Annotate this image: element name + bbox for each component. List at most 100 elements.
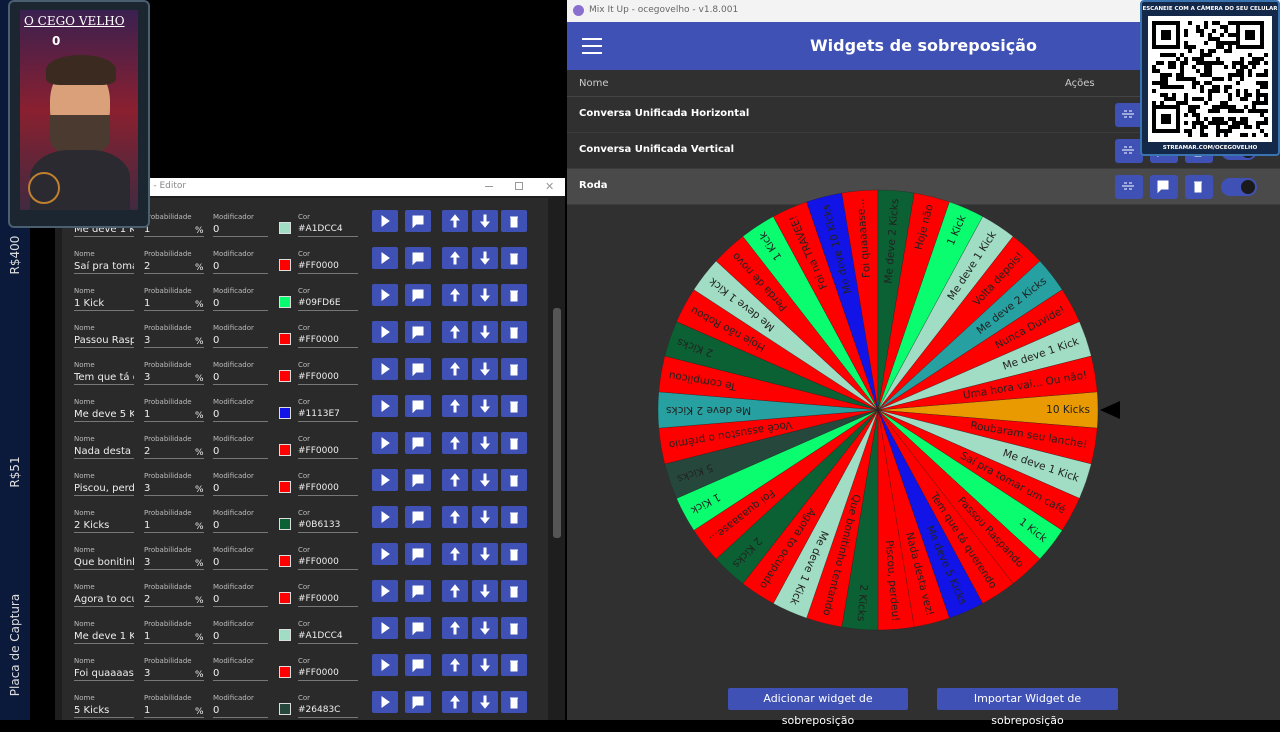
probability-input[interactable]: 2	[144, 446, 151, 457]
edit-button[interactable]	[405, 617, 431, 639]
move-down-button[interactable]	[472, 506, 498, 528]
move-down-button[interactable]	[472, 432, 498, 454]
modifier-input[interactable]: 0	[213, 261, 220, 272]
move-down-button[interactable]	[472, 395, 498, 417]
name-input[interactable]: 5 Kicks	[74, 705, 110, 716]
move-down-button[interactable]	[472, 543, 498, 565]
delete-button[interactable]	[501, 506, 527, 528]
move-down-button[interactable]	[472, 321, 498, 343]
color-input[interactable]: #FF0000	[298, 261, 339, 271]
color-input[interactable]: #1113E7	[298, 409, 340, 419]
name-input[interactable]: Foi quaaaase	[74, 668, 134, 679]
name-input[interactable]: Que bonitinh	[74, 557, 134, 568]
move-down-button[interactable]	[472, 617, 498, 639]
name-input[interactable]: Nada desta ve	[74, 446, 134, 457]
toggle[interactable]	[1221, 178, 1257, 196]
play-button[interactable]	[372, 395, 398, 417]
modifier-input[interactable]: 0	[213, 631, 220, 642]
play-button[interactable]	[372, 506, 398, 528]
move-up-button[interactable]	[442, 617, 468, 639]
delete-button[interactable]	[501, 284, 527, 306]
move-down-button[interactable]	[472, 469, 498, 491]
probability-input[interactable]: 1	[144, 298, 151, 309]
link-button[interactable]	[1115, 139, 1143, 163]
edit-button[interactable]	[405, 469, 431, 491]
color-input[interactable]: #09FD6E	[298, 298, 341, 308]
move-up-button[interactable]	[442, 580, 468, 602]
modifier-input[interactable]: 0	[213, 224, 220, 235]
move-down-button[interactable]	[472, 284, 498, 306]
play-button[interactable]	[372, 284, 398, 306]
scrollbar[interactable]	[553, 308, 561, 538]
edit-button[interactable]	[405, 358, 431, 380]
probability-input[interactable]: 3	[144, 372, 151, 383]
move-down-button[interactable]	[472, 691, 498, 713]
delete-button[interactable]	[501, 543, 527, 565]
play-button[interactable]	[372, 358, 398, 380]
delete-button[interactable]	[1185, 175, 1213, 199]
link-button[interactable]	[1115, 175, 1143, 199]
name-input[interactable]: Piscou, perde	[74, 483, 134, 494]
edit-button[interactable]	[405, 395, 431, 417]
delete-button[interactable]	[501, 691, 527, 713]
move-down-button[interactable]	[472, 580, 498, 602]
move-up-button[interactable]	[442, 284, 468, 306]
probability-input[interactable]: 3	[144, 483, 151, 494]
modifier-input[interactable]: 0	[213, 298, 220, 309]
edit-button[interactable]	[405, 654, 431, 676]
modifier-input[interactable]: 0	[213, 520, 220, 531]
probability-input[interactable]: 3	[144, 668, 151, 679]
modifier-input[interactable]: 0	[213, 372, 220, 383]
play-button[interactable]	[372, 247, 398, 269]
color-input[interactable]: #FF0000	[298, 335, 339, 345]
name-input[interactable]: Me deve 1 K	[74, 224, 134, 235]
move-up-button[interactable]	[442, 247, 468, 269]
probability-input[interactable]: 2	[144, 261, 151, 272]
edit-button[interactable]	[405, 210, 431, 232]
name-input[interactable]: Saí pra tomar	[74, 261, 134, 272]
move-up-button[interactable]	[442, 321, 468, 343]
color-input[interactable]: #FF0000	[298, 372, 339, 382]
delete-button[interactable]	[501, 210, 527, 232]
color-input[interactable]: #26483C	[298, 705, 341, 715]
move-up-button[interactable]	[442, 210, 468, 232]
edit-button[interactable]	[405, 432, 431, 454]
play-button[interactable]	[372, 321, 398, 343]
modifier-input[interactable]: 0	[213, 483, 220, 494]
color-input[interactable]: #FF0000	[298, 557, 339, 567]
delete-button[interactable]	[501, 654, 527, 676]
delete-button[interactable]	[501, 580, 527, 602]
probability-input[interactable]: 2	[144, 594, 151, 605]
play-button[interactable]	[372, 432, 398, 454]
edit-button[interactable]	[405, 284, 431, 306]
probability-input[interactable]: 1	[144, 520, 151, 531]
edit-button[interactable]	[1150, 175, 1178, 199]
play-button[interactable]	[372, 580, 398, 602]
name-input[interactable]: 2 Kicks	[74, 520, 110, 531]
probability-input[interactable]: 1	[144, 631, 151, 642]
modifier-input[interactable]: 0	[213, 335, 220, 346]
move-up-button[interactable]	[442, 543, 468, 565]
name-input[interactable]: Me deve 5 Kic	[74, 409, 134, 420]
play-button[interactable]	[372, 617, 398, 639]
move-down-button[interactable]	[472, 210, 498, 232]
move-up-button[interactable]	[442, 432, 468, 454]
name-input[interactable]: Tem que tá qu	[74, 372, 134, 383]
edit-button[interactable]	[405, 580, 431, 602]
modifier-input[interactable]: 0	[213, 409, 220, 420]
probability-input[interactable]: 1	[144, 409, 151, 420]
move-down-button[interactable]	[472, 247, 498, 269]
name-input[interactable]: Passou Raspa	[74, 335, 134, 346]
probability-input[interactable]: 3	[144, 335, 151, 346]
modifier-input[interactable]: 0	[213, 705, 220, 716]
edit-button[interactable]	[405, 543, 431, 565]
menu-button[interactable]	[582, 38, 602, 54]
link-button[interactable]	[1115, 103, 1143, 127]
play-button[interactable]	[372, 210, 398, 232]
edit-button[interactable]	[405, 247, 431, 269]
color-input[interactable]: #FF0000	[298, 483, 339, 493]
color-input[interactable]: #FF0000	[298, 446, 339, 456]
name-input[interactable]: 1 Kick	[74, 298, 105, 309]
delete-button[interactable]	[501, 432, 527, 454]
delete-button[interactable]	[501, 321, 527, 343]
